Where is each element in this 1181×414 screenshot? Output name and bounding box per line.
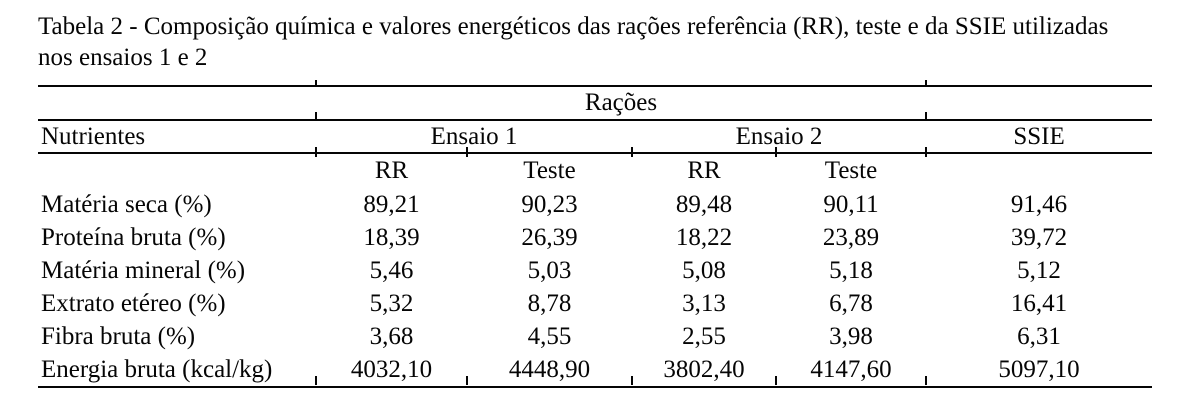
table-subheader-row: RR Teste RR Teste	[38, 153, 1152, 188]
cell-border-tick	[925, 80, 927, 87]
value-cell: 39,72	[1010, 223, 1068, 251]
cell-border-tick	[775, 147, 777, 157]
value-cell: 5097,10	[926, 353, 1153, 388]
value-cell: 89,21	[363, 190, 420, 218]
cell-border-tick	[315, 147, 317, 157]
col-header-ensaio1: Ensaio 1	[316, 120, 632, 154]
value-cell: 6,31	[1017, 322, 1061, 350]
value-cell: 89,48	[675, 190, 733, 218]
table-row: Extrato etéreo (%) 5,32 8,78 3,13 6,78 1…	[38, 287, 1152, 320]
value-cell: 5,46	[369, 256, 414, 284]
value-cell: 90,23	[521, 190, 578, 218]
empty-cell	[38, 153, 316, 188]
value-cell: 2,55	[682, 322, 726, 350]
empty-cell	[926, 153, 1152, 188]
value-cell: 26,39	[521, 223, 578, 251]
value-cell: 4147,60	[776, 353, 927, 388]
value-cell: 6,78	[829, 289, 873, 317]
subheader-ensaio2-rr: RR	[687, 157, 721, 184]
subheader-ensaio1-rr: RR	[374, 157, 409, 184]
value-cell: 5,03	[527, 256, 572, 284]
subheader-ensaio2-teste: Teste	[824, 157, 878, 184]
table-row: Energia bruta (kcal/kg) 4032,10 4448,90 …	[38, 353, 1153, 388]
row-label: Proteína bruta (%)	[41, 223, 226, 251]
value-cell: 18,22	[675, 223, 733, 251]
cell-border-tick	[315, 112, 317, 120]
value-cell: 5,12	[1017, 256, 1061, 284]
cell-border-tick	[925, 112, 927, 120]
cell-border-tick	[466, 376, 468, 385]
row-label: Matéria mineral (%)	[41, 256, 246, 284]
table-row: Matéria seca (%) 89,21 90,23 89,48 90,11…	[38, 188, 1152, 221]
cell-border-tick	[925, 147, 927, 157]
table: Rações Nutrientes Ensaio 1 Ensaio 2 SSIE…	[38, 85, 1153, 388]
cell-border-tick	[315, 80, 317, 87]
value-cell: 4032,10	[316, 353, 467, 388]
value-cell: 4,55	[527, 322, 572, 350]
row-label: Matéria seca (%)	[41, 190, 212, 218]
table-caption: Tabela 2 - Composição química e valores …	[38, 13, 1109, 71]
empty-cell	[926, 85, 1153, 121]
value-cell: 3,98	[829, 322, 873, 350]
subheader-ensaio1-teste: Teste	[523, 157, 576, 184]
cell-border-tick	[631, 376, 633, 385]
table-row: Fibra bruta (%) 3,68 4,55 2,55 3,98 6,31	[38, 320, 1152, 353]
value-cell: 5,08	[682, 256, 726, 284]
value-cell: 16,41	[1010, 289, 1068, 317]
value-cell: 4448,90	[467, 353, 632, 388]
value-cell: 3802,40	[632, 353, 776, 388]
value-cell: 5,32	[369, 289, 414, 317]
value-cell: 5,18	[829, 256, 873, 284]
value-cell: 3,13	[682, 289, 726, 317]
value-cell: 23,89	[822, 223, 880, 251]
empty-cell	[38, 85, 316, 121]
value-cell: 91,46	[1010, 190, 1068, 218]
col-header-ssie: SSIE	[926, 120, 1153, 154]
cell-border-tick	[466, 147, 468, 157]
table-group-header-row: Rações	[38, 85, 1153, 121]
cell-border-tick	[631, 147, 633, 157]
value-cell: 18,39	[363, 223, 420, 251]
table-row: Matéria mineral (%) 5,46 5,03 5,08 5,18 …	[38, 254, 1152, 287]
cell-border-tick	[315, 376, 317, 385]
nutrient-table: Rações Nutrientes Ensaio 1 Ensaio 2 SSIE…	[38, 80, 1153, 388]
cell-border-tick	[775, 376, 777, 385]
cell-border-tick	[925, 376, 927, 385]
value-cell: 8,78	[527, 289, 572, 317]
row-label: Energia bruta (kcal/kg)	[38, 353, 316, 388]
value-cell: 3,68	[369, 322, 414, 350]
table-row: Proteína bruta (%) 18,39 26,39 18,22 23,…	[38, 221, 1152, 254]
row-label: Fibra bruta (%)	[41, 322, 196, 350]
table-header-row: Nutrientes Ensaio 1 Ensaio 2 SSIE	[38, 120, 1153, 154]
col-header-nutrientes: Nutrientes	[38, 120, 316, 154]
value-cell: 90,11	[823, 190, 879, 218]
col-header-ensaio2: Ensaio 2	[632, 120, 927, 154]
group-header-racoes: Rações	[316, 85, 927, 121]
row-label: Extrato etéreo (%)	[41, 289, 226, 317]
